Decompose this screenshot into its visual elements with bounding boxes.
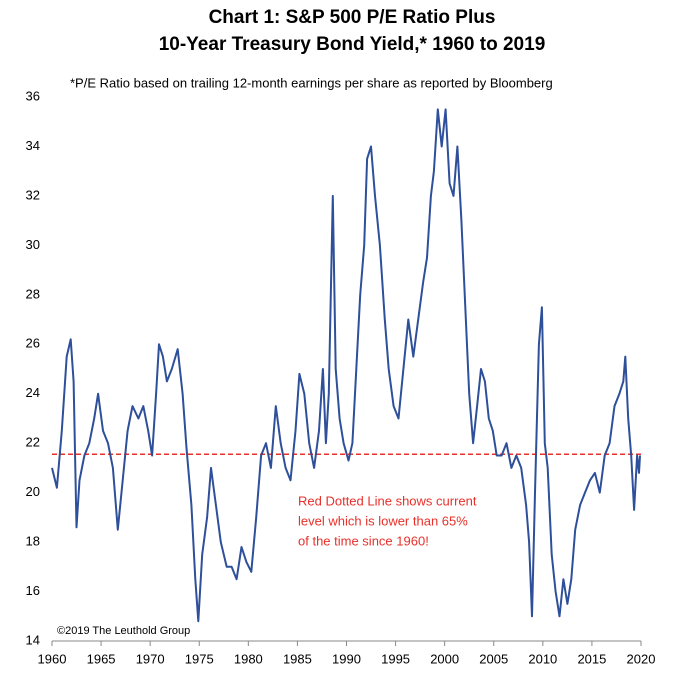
x-tick-label: 1970 <box>136 651 165 666</box>
y-tick-label: 22 <box>26 435 40 450</box>
data-line <box>51 108 641 623</box>
y-tick-label: 28 <box>26 286 40 301</box>
annotation: level which is lower than 65% <box>298 513 468 528</box>
y-tick-label: 20 <box>26 484 40 499</box>
chart-title: 10-Year Treasury Bond Yield,* 1960 to 20… <box>159 34 546 55</box>
x-tick-label: 2015 <box>577 651 606 666</box>
annotation: Red Dotted Line shows current <box>298 493 477 508</box>
x-tick-label: 1965 <box>87 651 116 666</box>
source: ©2019 The Leuthold Group <box>57 625 190 637</box>
y-tick-label: 30 <box>26 237 40 252</box>
x-tick-label: 2005 <box>479 651 508 666</box>
chart-title: Chart 1: S&P 500 P/E Ratio Plus <box>209 7 496 28</box>
x-tick-label: 1995 <box>381 651 410 666</box>
y-tick-label: 34 <box>26 138 40 153</box>
x-tick-label: 1985 <box>283 651 312 666</box>
y-tick-label: 16 <box>26 583 40 598</box>
y-tick-label: 24 <box>26 385 40 400</box>
x-tick-label: 1990 <box>332 651 361 666</box>
annotation: of the time since 1960! <box>298 533 429 548</box>
y-tick-label: 36 <box>26 88 40 103</box>
y-tick-label: 26 <box>26 336 40 351</box>
footnote: *P/E Ratio based on trailing 12-month ea… <box>70 75 553 90</box>
y-tick-label: 14 <box>26 632 40 647</box>
x-tick-label: 2020 <box>627 651 656 666</box>
y-tick-label: 18 <box>26 534 40 549</box>
x-tick-label: 1975 <box>185 651 214 666</box>
x-tick-label: 2010 <box>528 651 557 666</box>
x-tick-label: 2000 <box>430 651 459 666</box>
x-tick-label: 1980 <box>234 651 263 666</box>
x-tick-label: 1960 <box>38 651 67 666</box>
y-tick-label: 32 <box>26 187 40 202</box>
